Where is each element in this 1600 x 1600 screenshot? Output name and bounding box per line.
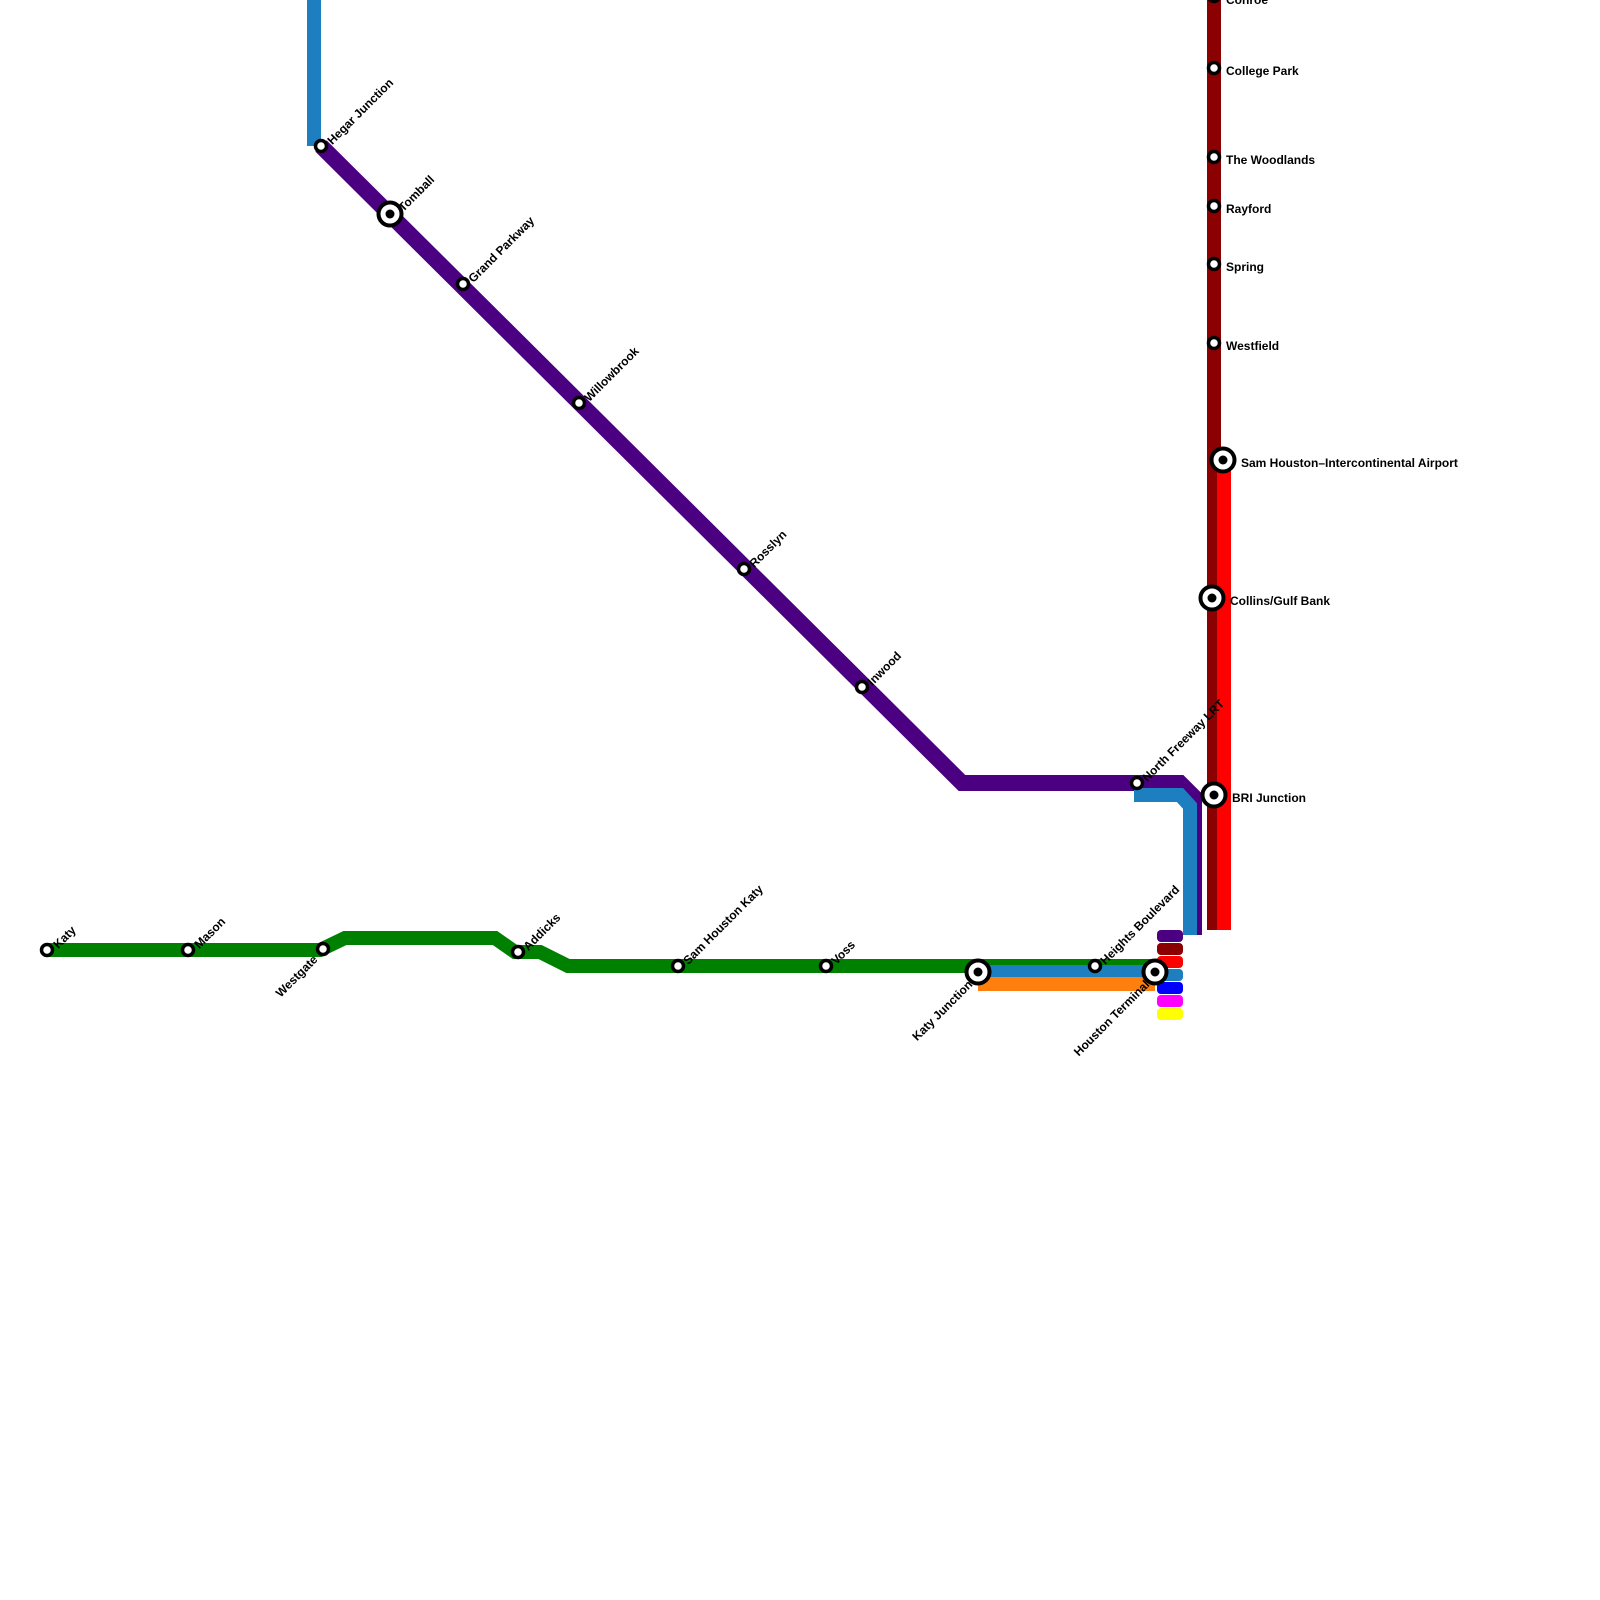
- stations-layer: [39, 0, 1237, 986]
- station-rayford[interactable]: [1206, 198, 1222, 214]
- station-bri-junction[interactable]: [1200, 781, 1228, 809]
- station-marker-icon: [1206, 335, 1222, 351]
- station-marker-icon: [973, 967, 983, 977]
- station-willowbrook[interactable]: [571, 395, 587, 411]
- station-label-conroe: Conroe: [1226, 0, 1268, 7]
- station-katy[interactable]: [39, 942, 55, 958]
- station-hegar-junction[interactable]: [313, 138, 329, 154]
- station-marker-icon: [180, 942, 196, 958]
- station-inwood[interactable]: [854, 679, 870, 695]
- station-marker-icon: [571, 395, 587, 411]
- station-label-spring: Spring: [1226, 260, 1264, 274]
- station-marker-icon: [1129, 775, 1145, 791]
- station-marker-icon: [1207, 593, 1217, 603]
- station-north-freeway-lrt[interactable]: [1129, 775, 1145, 791]
- terminal-stub-dark-red-stub[interactable]: [1157, 943, 1183, 955]
- station-marker-icon: [455, 276, 471, 292]
- station-marker-icon: [736, 561, 752, 577]
- station-marker-icon: [1206, 256, 1222, 272]
- station-voss[interactable]: [818, 958, 834, 974]
- station-marker-icon: [854, 679, 870, 695]
- station-marker-icon: [1209, 790, 1219, 800]
- station-marker-icon: [39, 942, 55, 958]
- station-label-westfield: Westfield: [1226, 339, 1279, 353]
- station-label-college-park: College Park: [1226, 64, 1299, 78]
- station-grand-parkway[interactable]: [455, 276, 471, 292]
- route-line-north-freeway-blue-line[interactable]: [1134, 788, 1197, 935]
- terminal-stub-blue-stub[interactable]: [1157, 982, 1183, 994]
- station-marker-icon: [1206, 60, 1222, 76]
- station-collins-gulf-bank[interactable]: [1198, 584, 1226, 612]
- station-marker-icon: [315, 941, 331, 957]
- station-label-collins-gulf-bank: Collins/Gulf Bank: [1230, 594, 1330, 608]
- station-spring[interactable]: [1206, 256, 1222, 272]
- station-marker-icon: [510, 944, 526, 960]
- terminal-stub-purple-stub[interactable]: [1157, 930, 1183, 942]
- station-westfield[interactable]: [1206, 335, 1222, 351]
- station-heights-boulevard[interactable]: [1087, 958, 1103, 974]
- station-the-woodlands[interactable]: [1206, 149, 1222, 165]
- station-marker-icon: [1150, 967, 1160, 977]
- station-college-park[interactable]: [1206, 60, 1222, 76]
- station-marker-icon: [1207, 0, 1221, 4]
- station-sam-houston-katy[interactable]: [670, 958, 686, 974]
- station-mason[interactable]: [180, 942, 196, 958]
- station-label-bri-junction: BRI Junction: [1232, 791, 1306, 805]
- station-addicks[interactable]: [510, 944, 526, 960]
- terminal-stub-yellow-stub[interactable]: [1157, 1008, 1183, 1020]
- station-marker-icon: [313, 138, 329, 154]
- station-iah-airport[interactable]: [1209, 446, 1237, 474]
- station-marker-icon: [1087, 958, 1103, 974]
- station-katy-junction[interactable]: [964, 958, 992, 986]
- station-marker-icon: [670, 958, 686, 974]
- station-marker-icon: [1206, 198, 1222, 214]
- station-marker-icon: [818, 958, 834, 974]
- station-marker-icon: [1218, 455, 1228, 465]
- station-houston-terminal[interactable]: [1141, 958, 1169, 986]
- station-conroe[interactable]: [1207, 0, 1221, 4]
- station-label-the-woodlands: The Woodlands: [1226, 153, 1315, 167]
- station-westgate[interactable]: [315, 941, 331, 957]
- station-tomball[interactable]: [376, 200, 404, 228]
- station-label-rayford: Rayford: [1226, 202, 1271, 216]
- terminal-stub-magenta-stub[interactable]: [1157, 995, 1183, 1007]
- station-marker-icon: [385, 209, 395, 219]
- station-label-iah-airport: Sam Houston–Intercontinental Airport: [1241, 456, 1458, 470]
- station-rosslyn[interactable]: [736, 561, 752, 577]
- station-marker-icon: [1206, 149, 1222, 165]
